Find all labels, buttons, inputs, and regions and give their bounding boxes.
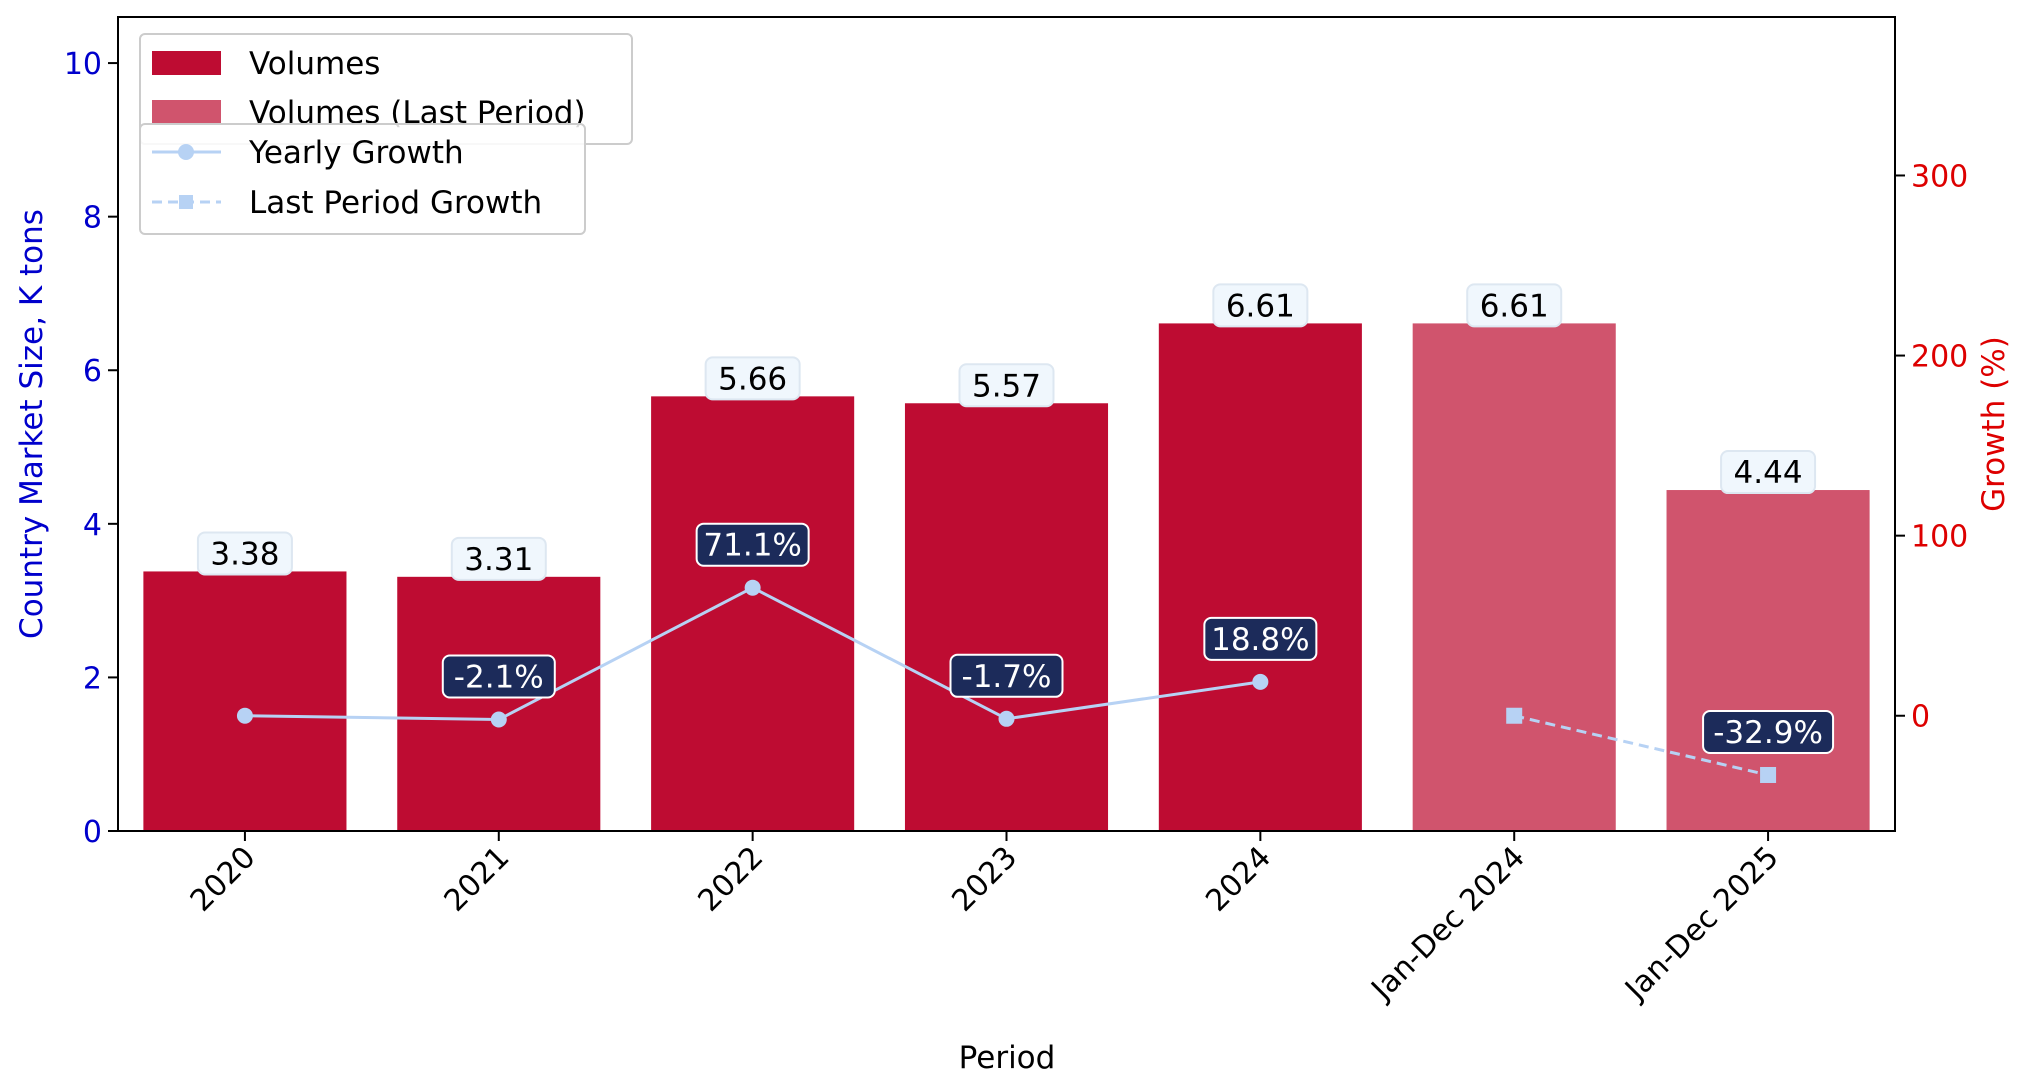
y-tick-label-8: 8 [83, 201, 102, 236]
point-yearly-growth-2020 [236, 707, 253, 724]
point-last-period-growth-jan-dec-2025 [1760, 766, 1777, 783]
growth-label-yearly-growth-2022-text: 71.1% [703, 528, 801, 564]
point-yearly-growth-2023 [998, 710, 1015, 727]
data-labels: 3.38 3.31 5.66 5.57 6.61 6.61 4.44 -2.1% 71.1% -1… [196, 283, 1835, 754]
bar-value-label-2022-text: 5.66 [718, 361, 787, 397]
y2-tick-label-300: 300 [1911, 159, 1968, 194]
point-yearly-growth-2022 [744, 579, 761, 596]
left-axis: 0 2 4 6 8 10 [64, 47, 118, 850]
growth-label-yearly-growth-2022: 71.1% [695, 522, 810, 567]
y2-tick-label-200: 200 [1911, 340, 1968, 375]
legend-lines-frame [139, 123, 586, 235]
bar-value-label-2022: 5.66 [704, 356, 801, 401]
point-yearly-growth-2024 [1252, 673, 1269, 690]
bar-volumes-last-period-jan-dec-2024 [1412, 323, 1616, 831]
y-tick-label-6: 6 [83, 354, 102, 389]
growth-label-last-period-growth-jan-dec-2025-box [1702, 709, 1835, 754]
legend-marker-yearly-growth [178, 144, 194, 160]
point-last-period-growth-jan-dec-2024 [1506, 707, 1523, 724]
right-axis: 0 100 200 300 [1895, 159, 1968, 735]
bar-volumes-2021 [397, 576, 601, 831]
legend-label-volumes: Volumes [249, 46, 380, 82]
growth-label-yearly-growth-2021-text: -2.1% [454, 660, 544, 696]
bar-value-label-jan-dec-2024-box [1466, 283, 1563, 328]
point-yearly-growth-2021 [490, 711, 507, 728]
growth-label-yearly-growth-2021-box [441, 654, 556, 699]
y-tick-label-4: 4 [83, 508, 102, 543]
y2-tick-label-100: 100 [1911, 520, 1968, 555]
bar-value-label-jan-dec-2025: 4.44 [1720, 450, 1817, 495]
growth-label-yearly-growth-2022-box [695, 522, 810, 567]
bar-value-label-2023: 5.57 [958, 363, 1055, 408]
growth-label-yearly-growth-2024-text: 18.8% [1211, 622, 1309, 658]
legend-label-yearly-growth: Yearly Growth [248, 135, 464, 171]
bar-value-label-2023-box [958, 363, 1055, 408]
bar-value-label-2024-text: 6.61 [1226, 288, 1295, 324]
legend-swatch-volumes [152, 51, 221, 75]
growth-label-last-period-growth-jan-dec-2025-text: -32.9% [1713, 715, 1823, 751]
bar-value-label-jan-dec-2025-box [1720, 450, 1817, 495]
growth-label-yearly-growth-2023: -1.7% [949, 653, 1064, 698]
legend-label-last-period-growth: Last Period Growth [249, 185, 542, 221]
bar-value-label-2021-box [450, 536, 547, 581]
growth-label-yearly-growth-2023-text: -1.7% [962, 659, 1052, 695]
y-tick-label-0: 0 [83, 815, 102, 850]
bar-volumes-2022 [651, 396, 855, 831]
growth-label-yearly-growth-2021: -2.1% [441, 654, 556, 699]
growth-label-yearly-growth-2024: 18.8% [1203, 616, 1318, 661]
bar-value-label-2020-text: 3.38 [210, 536, 279, 572]
growth-label-last-period-growth-jan-dec-2025: -32.9% [1702, 709, 1835, 754]
bar-value-label-jan-dec-2025-text: 4.44 [1734, 455, 1803, 491]
bar-volumes-2020 [143, 571, 347, 831]
bar-value-label-2021-text: 3.31 [464, 542, 533, 578]
legend-marker-last-period-growth [179, 195, 193, 209]
x-axis-title: Period [959, 1040, 1056, 1076]
growth-label-yearly-growth-2024-box [1203, 616, 1318, 661]
y-axis-title: Country Market Size, K tons [14, 209, 50, 639]
bar-volumes-2023 [904, 403, 1109, 831]
bar-value-label-jan-dec-2024: 6.61 [1466, 283, 1563, 328]
bar-value-label-2021: 3.31 [450, 536, 547, 581]
bar-value-label-2020: 3.38 [196, 531, 293, 576]
growth-lines [236, 579, 1777, 783]
bar-value-label-2023-text: 5.57 [972, 368, 1041, 404]
bar-value-label-2024: 6.61 [1212, 283, 1309, 328]
legend-swatch-volumes-last-period [152, 100, 221, 124]
legend-lines: Yearly Growth Last Period Growth [139, 123, 586, 235]
growth-label-yearly-growth-2023-box [949, 653, 1064, 698]
y-tick-label-2: 2 [83, 661, 102, 696]
bar-value-label-2024-box [1212, 283, 1309, 328]
bar-value-label-2020-box [196, 531, 293, 576]
bar-value-label-2022-box [704, 356, 801, 401]
y2-tick-label-0: 0 [1911, 700, 1930, 735]
bar-volumes-2024 [1158, 323, 1362, 831]
line-last-period-growth [1513, 714, 1769, 777]
y2-axis-title: Growth (%) [1976, 336, 2012, 512]
bar-value-label-jan-dec-2024-text: 6.61 [1480, 288, 1549, 324]
y-tick-label-10: 10 [64, 47, 102, 82]
